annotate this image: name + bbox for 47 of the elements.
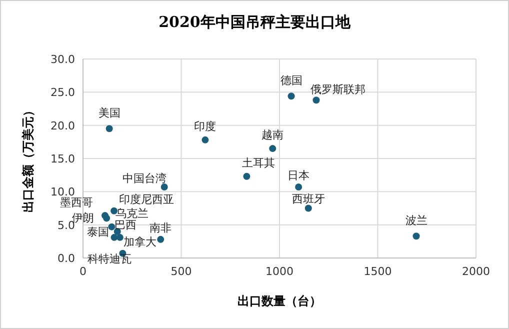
annotation: 南非 <box>150 221 172 234</box>
point <box>295 184 302 191</box>
annotation: 伊朗 <box>72 212 94 225</box>
annotation: 科特迪瓦 <box>88 252 132 266</box>
annotation: 中国台湾 <box>122 172 166 186</box>
y-tick-label: 25.0 <box>50 86 75 100</box>
x-tick-label: 2000 <box>462 265 490 278</box>
point <box>157 236 164 243</box>
y-tick-label: 5.0 <box>58 218 75 232</box>
y-tick-label: 0.0 <box>58 252 75 265</box>
point <box>269 145 276 152</box>
point <box>108 223 116 230</box>
y-tick-label: 15.0 <box>50 152 75 166</box>
annotation: 巴西 <box>114 218 136 232</box>
y-axis-title: 出口金额（万美元） <box>21 104 35 212</box>
annotation: 德国 <box>280 74 302 88</box>
chart-title: 2020年中国吊秤主要出口地 <box>158 13 352 31</box>
annotation: 加拿大 <box>123 235 156 248</box>
x-tick-label: 1500 <box>364 265 392 278</box>
point <box>110 234 118 241</box>
x-tick-label: 1000 <box>266 265 294 278</box>
annotation: 俄罗斯联邦 <box>310 83 366 96</box>
point <box>288 92 295 100</box>
y-tick-label: 20.0 <box>50 119 75 132</box>
annotation: 印度尼西亚 <box>119 192 174 206</box>
annotation: 美国 <box>98 106 120 120</box>
point <box>160 184 168 191</box>
annotation: 波兰 <box>405 214 428 228</box>
annotation: 印度 <box>194 120 216 133</box>
annotation: 越南 <box>262 128 284 142</box>
annotation: 泰国 <box>87 225 110 238</box>
x-axis-title: 出口数量（台） <box>238 294 322 308</box>
annotation: 土耳其 <box>242 156 276 170</box>
x-tick-label: 0 <box>80 265 86 278</box>
point <box>412 232 420 240</box>
annotation: 日本 <box>288 169 310 182</box>
point <box>202 136 209 144</box>
annotation: 西班牙 <box>292 192 325 206</box>
point <box>103 214 110 222</box>
annotation: 墨西哥 <box>60 196 94 210</box>
point <box>106 125 113 132</box>
point <box>243 172 250 180</box>
point <box>312 96 320 104</box>
x-tick-label: 500 <box>170 265 192 278</box>
annotation: 乌克兰 <box>116 206 149 220</box>
y-tick-label: 30.0 <box>50 53 75 66</box>
point <box>304 204 312 212</box>
